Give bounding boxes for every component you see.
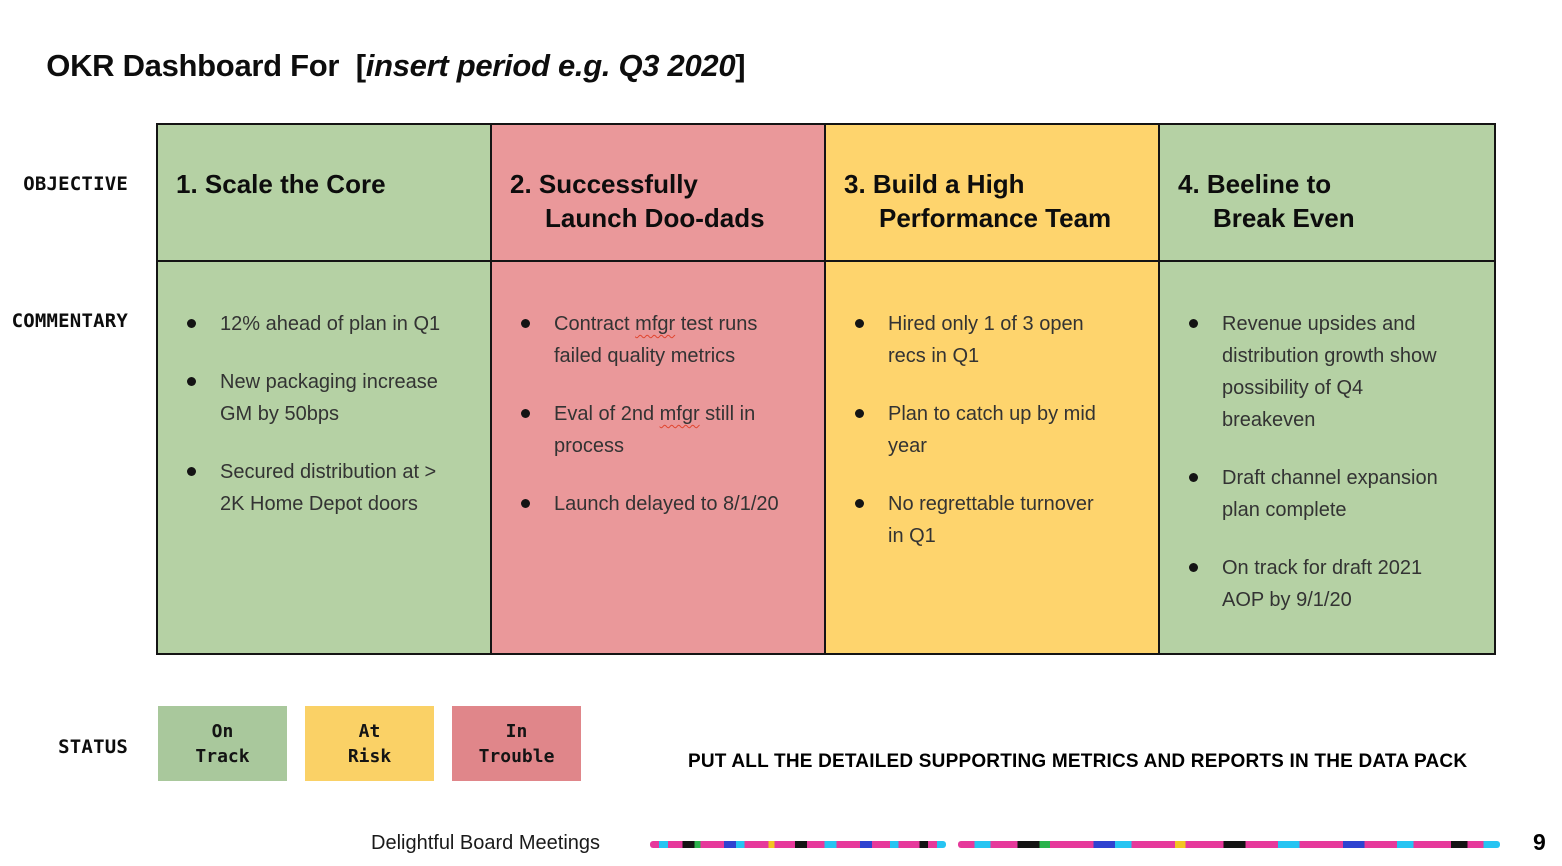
objective-title: 3. Build a High Performance Team (826, 125, 1158, 262)
footer-brand: Delightful Board Meetings (371, 832, 601, 854)
data-pack-note: PUT ALL THE DETAILED SUPPORTING METRICS … (688, 751, 1468, 772)
commentary-list: Revenue upsides and distribution growth … (1160, 262, 1494, 653)
objective-column: 1. Scale the Core 12% ahead of plan in Q1… (158, 125, 492, 653)
row-label-objective: OBJECTIVE (23, 173, 128, 195)
commentary-bullet: No regrettable turnover in Q1 (826, 488, 1113, 552)
redacted-scribble (958, 841, 1500, 848)
commentary-list: 12% ahead of plan in Q1 New packaging inc… (158, 262, 490, 653)
objective-column: 3. Build a High Performance Team Hired onl… (826, 125, 1160, 653)
page-title-suffix: ] (735, 48, 746, 83)
row-label-status: STATUS (58, 736, 128, 758)
commentary-list: Contract mfgr test runs failed quality m… (492, 262, 824, 653)
status-chip-in_trouble: In Trouble (452, 706, 581, 781)
row-label-commentary: COMMENTARY (11, 310, 128, 332)
commentary-bullet: Revenue upsides and distribution growth … (1160, 308, 1449, 436)
redacted-scribble (650, 841, 946, 848)
commentary-bullet: Eval of 2nd mfgr still in process (492, 398, 779, 462)
objective-column: 4. Beeline to Break Even Revenue upsides a… (1160, 125, 1494, 653)
commentary-bullet: Plan to catch up by mid year (826, 398, 1113, 462)
commentary-bullet: Secured distribution at > 2K Home Depot … (158, 456, 445, 520)
commentary-bullet: 12% ahead of plan in Q1 (158, 308, 445, 340)
objective-title: 2. Successfully Launch Doo-dads (492, 125, 824, 262)
commentary-bullet: On track for draft 2021 AOP by 9/1/20 (1160, 552, 1449, 616)
status-chip-on_track: On Track (158, 706, 287, 781)
commentary-bullet: Launch delayed to 8/1/20 (492, 488, 779, 520)
page-title-placeholder: insert period e.g. Q3 2020 (365, 48, 736, 83)
page-title: OKR Dashboard For [insert period e.g. Q3… (13, 12, 745, 120)
commentary-bullet: Draft channel expansion plan complete (1160, 462, 1449, 526)
commentary-bullet: New packaging increase GM by 50bps (158, 366, 445, 430)
status-chip-at_risk: At Risk (305, 706, 434, 781)
page-title-prefix: OKR Dashboard For [ (46, 48, 366, 83)
objective-title: 4. Beeline to Break Even (1160, 125, 1494, 262)
commentary-list: Hired only 1 of 3 open recs in Q1 Plan to… (826, 262, 1158, 653)
commentary-bullet: Contract mfgr test runs failed quality m… (492, 308, 779, 372)
status-legend: On Track At Risk In Trouble (158, 706, 581, 781)
objective-title: 1. Scale the Core (158, 125, 490, 262)
objective-column: 2. Successfully Launch Doo-dads Contract m… (492, 125, 826, 653)
page-number: 9 (1533, 829, 1546, 855)
okr-table: 1. Scale the Core 12% ahead of plan in Q1… (156, 123, 1496, 655)
commentary-bullet: Hired only 1 of 3 open recs in Q1 (826, 308, 1113, 372)
